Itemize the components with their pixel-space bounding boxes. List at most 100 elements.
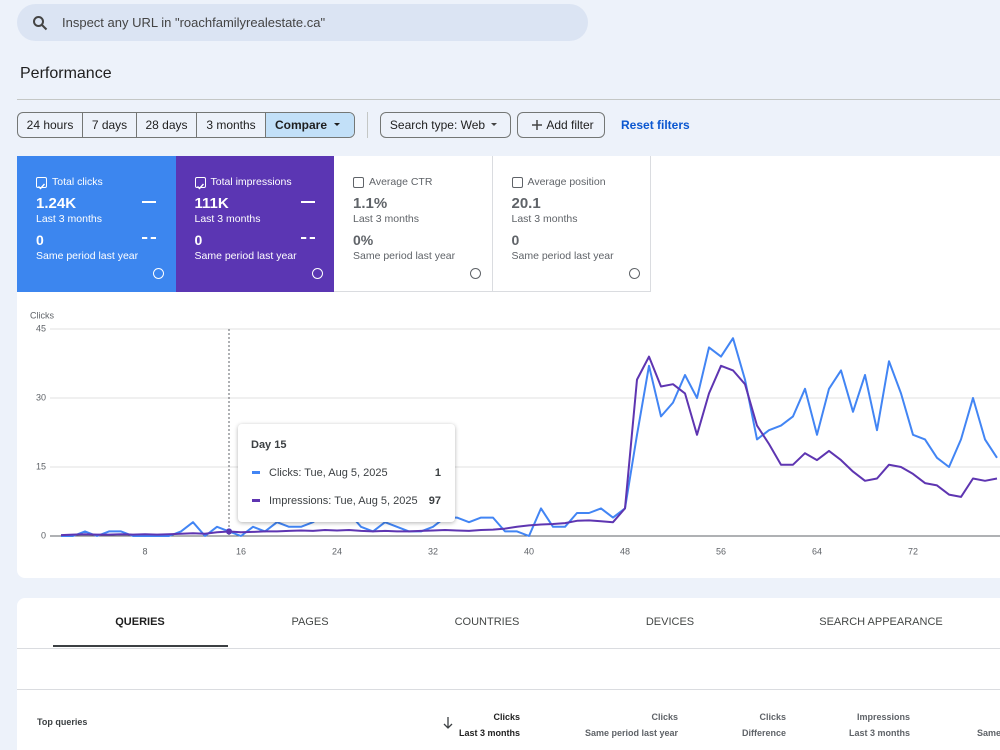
x-tick-label: 48 [620,546,630,556]
range-button[interactable]: 28 days [137,113,197,137]
checkbox[interactable] [353,177,364,188]
range-button[interactable]: 3 months [197,113,266,137]
compare-label: Compare [274,118,327,132]
search-type-button[interactable]: Search type: Web [380,112,511,138]
metric-cards: Total clicks 1.24K Last 3 months 0 Same peri… [17,156,657,292]
reset-filters[interactable]: Reset filters [621,118,690,132]
column-title: Clicks [493,712,520,722]
line-style-solid [300,201,315,203]
card-compare-period: Same period last year [194,250,297,262]
card-compare-value: 0 [511,232,520,248]
search-placeholder: Inspect any URL in "roachfamilyrealestat… [62,15,326,30]
page-heading: Performance [20,65,112,82]
card-label: Average CTR [369,176,433,188]
line-style-dashed [300,237,315,239]
card-value: 20.1 [511,195,541,212]
series-line [60,355,998,537]
tab[interactable]: PAGES [291,616,329,628]
help-icon[interactable] [470,268,481,279]
x-tick-label: 56 [716,546,726,556]
column-subtitle: Last 3 months [458,728,520,738]
card-value: 1.24K [36,195,77,212]
y-tick-label: 30 [36,392,46,402]
help-icon[interactable] [311,268,323,279]
chart: Clicks 0 15 30 45 8 16 24 32 40 48 56 64 72 [30,310,1000,556]
tooltip-value: 97 [428,495,441,507]
x-tick-label: 72 [908,546,918,556]
dropdown-icon [491,123,498,126]
column-header[interactable]: Clicks Same period last year [585,709,678,741]
metric-card[interactable]: Average CTR 1.1% Last 3 months 0% Same perio… [334,156,493,292]
column-header[interactable]: Clicks Difference [742,709,786,741]
add-filter-label: Add filter [546,118,594,132]
active-tab-indicator [53,645,228,647]
line-style-solid [142,201,156,203]
card-compare-value: 0 [194,232,203,248]
hover-point [226,528,232,535]
date-range-group: 24 hours 7 days 28 days 3 months Compare [17,112,355,138]
compare-button[interactable]: Compare [266,113,354,137]
tooltip: Day 15 Clicks: Tue, Aug 5, 2025 1 Impressi… [238,424,455,522]
table-first-column: Top queries [37,717,88,727]
row-divider [17,689,1000,690]
column-title: Impressions [856,712,910,722]
tab[interactable]: QUERIES [115,616,165,628]
tab-divider [17,648,1000,649]
range-button[interactable]: 7 days [83,113,137,137]
column-header[interactable]: Same [977,725,1000,741]
column-header[interactable]: Clicks Last 3 months [459,709,520,741]
card-period: Last 3 months [511,213,578,225]
y-tick-label: 0 [41,530,46,540]
sort-icon[interactable] [442,716,454,730]
tooltip-value: 1 [434,467,441,479]
tooltip-swatch [252,471,260,474]
card-label: Total impressions [210,176,292,188]
column-header[interactable]: Impressions Last 3 months [849,709,910,741]
x-tick-label: 8 [142,546,147,556]
checkbox[interactable] [194,177,206,190]
card-label: Total clicks [52,176,103,188]
card-compare-period: Same period last year [511,250,614,262]
tab[interactable]: DEVICES [645,616,695,628]
checkbox[interactable] [36,177,47,190]
tab[interactable]: SEARCH APPEARANCE [819,616,943,628]
help-icon[interactable] [628,268,640,279]
dropdown-icon [334,123,340,126]
checkbox[interactable] [511,177,523,188]
help-icon[interactable] [153,268,164,279]
check-mark [38,183,46,190]
range-button[interactable]: 24 hours [18,113,83,137]
card-compare-value: 0 [36,232,44,248]
separator [367,112,368,138]
card-compare-period: Same period last year [353,250,456,262]
tooltip-label: Clicks: Tue, Aug 5, 2025 [269,467,388,479]
column-title: Clicks [651,712,678,722]
card-label: Average position [527,176,606,188]
metric-card[interactable]: Average position 20.1 Last 3 months 0 Same p… [492,156,651,292]
card-value: 1.1% [353,195,388,212]
card-period: Last 3 months [353,213,419,225]
card-compare-value: 0% [353,232,374,248]
metric-card[interactable]: Total clicks 1.24K Last 3 months 0 Same peri… [17,156,176,292]
metric-card[interactable]: Total impressions 111K Last 3 months 0 Same … [175,156,334,292]
search-bar[interactable]: Inspect any URL in "roachfamilyrealestat… [17,4,588,41]
x-tick-label: 24 [332,546,342,556]
column-subtitle: Same period last year [584,728,678,738]
add-filter-button[interactable]: Add filter [517,112,605,138]
column-subtitle: Difference [741,728,786,738]
y-axis-label: Clicks [30,310,54,320]
y-tick-label: 15 [36,461,46,471]
column-subtitle: Same [977,728,1000,738]
tab[interactable]: COUNTRIES [454,616,520,628]
tooltip-label: Impressions: Tue, Aug 5, 2025 [269,495,418,507]
y-tick-label: 45 [36,323,46,333]
tooltip-title: Day 15 [251,439,287,451]
card-period: Last 3 months [36,213,102,225]
x-tick-label: 16 [236,546,246,556]
check-mark [196,183,204,190]
column-title: Clicks [759,712,786,722]
plus-icon [532,120,543,130]
line-style-dashed [142,237,156,239]
tooltip-swatch [252,499,260,502]
